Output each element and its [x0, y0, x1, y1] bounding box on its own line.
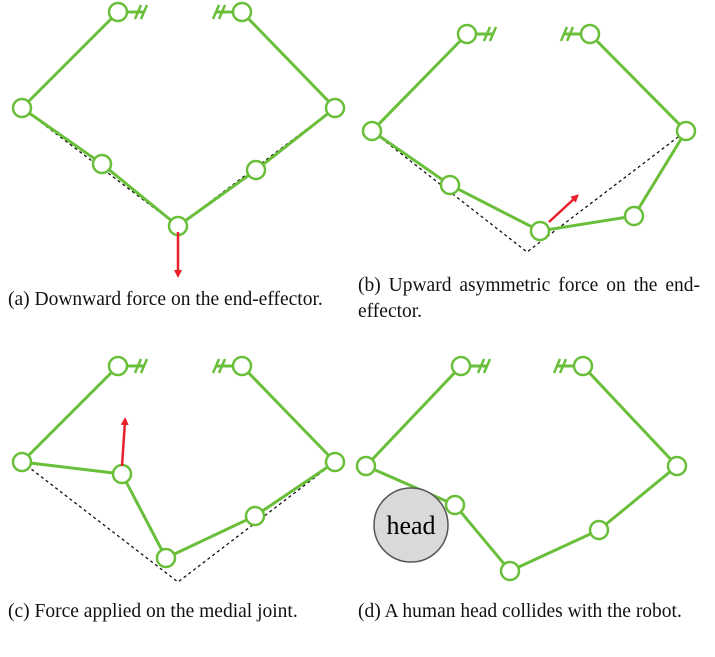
joint — [574, 357, 592, 375]
joint — [357, 457, 375, 475]
diagram: head — [0, 0, 715, 657]
reference-pose — [22, 462, 335, 582]
caption-d: (d) A human head collides with the robot… — [358, 599, 700, 625]
joint — [109, 3, 127, 21]
joint — [109, 357, 127, 375]
joint — [668, 457, 686, 475]
joint — [113, 465, 131, 483]
joint — [326, 453, 344, 471]
joint — [326, 99, 344, 117]
joint — [13, 453, 31, 471]
joint — [233, 3, 251, 21]
reference-pose — [372, 131, 686, 252]
joint — [677, 122, 695, 140]
robot-arm — [22, 12, 335, 226]
robot-arm — [372, 34, 686, 231]
joint — [452, 357, 470, 375]
joint — [458, 25, 476, 43]
joint — [446, 496, 464, 514]
caption-c: (c) Force applied on the medial joint. — [8, 599, 350, 625]
force-arrow — [122, 421, 125, 466]
joint — [233, 357, 251, 375]
reference-pose — [22, 108, 335, 226]
joint — [531, 222, 549, 240]
joint — [441, 176, 459, 194]
caption-a: (a) Downward force on the end-effector. — [8, 287, 350, 313]
joint — [590, 521, 608, 539]
joint — [581, 25, 599, 43]
joint — [501, 562, 519, 580]
joint — [625, 207, 643, 225]
figure: head (a) Downward force on the end-effec… — [0, 0, 715, 657]
joint — [246, 507, 264, 525]
joint — [363, 122, 381, 140]
joint — [93, 155, 111, 173]
joint — [247, 161, 265, 179]
head-label: head — [386, 511, 435, 540]
caption-b: (b) Upward asymmetric force on the end-e… — [358, 273, 700, 325]
robot-arm — [22, 366, 335, 558]
joint — [157, 549, 175, 567]
joint — [13, 99, 31, 117]
